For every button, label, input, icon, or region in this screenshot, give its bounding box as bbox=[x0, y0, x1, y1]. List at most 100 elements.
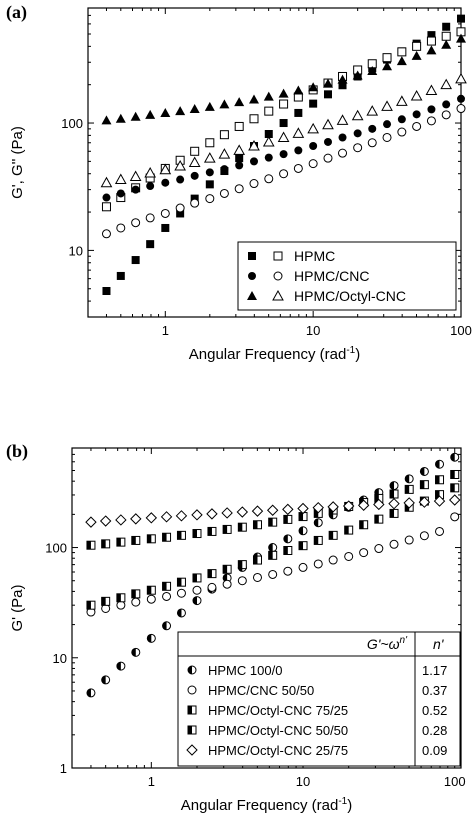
a-series2-point bbox=[205, 168, 214, 177]
b-series3-point bbox=[222, 564, 232, 574]
a-series2-point bbox=[102, 193, 111, 202]
a-series2-point bbox=[397, 115, 406, 124]
a-series5-point bbox=[366, 105, 379, 116]
a-series4-point bbox=[382, 61, 393, 71]
a-series1-point bbox=[234, 121, 244, 131]
b-y-tick-label: 10 bbox=[53, 651, 67, 666]
b-series3-point bbox=[298, 541, 308, 551]
b-series4-point bbox=[433, 495, 446, 507]
a-series3-point bbox=[441, 110, 451, 120]
a-series2-point bbox=[131, 185, 140, 194]
b-series4-point bbox=[160, 511, 173, 523]
a-series3-point bbox=[264, 174, 274, 184]
b-series0-point bbox=[86, 688, 96, 698]
b-series4-point bbox=[327, 501, 339, 513]
a-series0-point bbox=[279, 119, 288, 128]
b-series2-point bbox=[176, 530, 186, 540]
b-series1-point bbox=[116, 600, 126, 610]
b-series3-point bbox=[101, 596, 111, 606]
a-series3-point bbox=[101, 229, 111, 239]
a-series2-point bbox=[309, 142, 318, 151]
b-series1-point bbox=[374, 544, 384, 554]
b-series4-point bbox=[115, 514, 127, 526]
a-series3-point bbox=[308, 159, 318, 169]
a-series0-point bbox=[294, 108, 303, 117]
b-y-tick-label: 100 bbox=[45, 541, 67, 556]
b-legend-marker bbox=[187, 665, 197, 675]
a-series1-point bbox=[205, 138, 215, 148]
a-series5-point bbox=[203, 152, 216, 163]
b-series0-point bbox=[131, 647, 141, 657]
b-legend-label: HPMC/Octyl-CNC 75/25 bbox=[208, 703, 348, 718]
b-series0-point bbox=[313, 518, 323, 528]
a-series5-point bbox=[322, 118, 334, 130]
a-series3-point bbox=[367, 138, 377, 148]
b-series2-point bbox=[222, 524, 232, 534]
b-series1-point bbox=[283, 566, 293, 576]
a-series2-point bbox=[279, 150, 288, 159]
b-series0-point bbox=[268, 543, 278, 553]
a-series5-point bbox=[114, 173, 127, 185]
a-series2-point bbox=[353, 129, 362, 138]
b-series1-point bbox=[237, 576, 247, 586]
b-series3-point bbox=[207, 569, 217, 579]
b-series0-point bbox=[404, 474, 414, 484]
b-series3-point bbox=[192, 573, 202, 583]
a-series3-point bbox=[293, 163, 303, 173]
a-series5-point bbox=[188, 156, 201, 167]
b-series4-point bbox=[342, 500, 355, 512]
a-series0-point bbox=[323, 90, 332, 99]
b-series3-point bbox=[328, 530, 338, 540]
a-legend-marker-filled bbox=[247, 291, 257, 300]
a-series4-point bbox=[337, 74, 348, 84]
a-series4-point bbox=[322, 78, 333, 88]
b-series0-point bbox=[162, 621, 172, 631]
a-series4-point bbox=[204, 101, 215, 111]
a-series4-point bbox=[367, 66, 378, 76]
b-series2-point bbox=[268, 517, 278, 527]
b-series3-point bbox=[252, 555, 262, 565]
b-legend-label: HPMC 100/0 bbox=[208, 663, 282, 678]
a-series3-point bbox=[382, 132, 392, 142]
b-series4-point bbox=[236, 506, 249, 518]
a-series3-point bbox=[323, 153, 333, 163]
a-legend-marker-open bbox=[273, 271, 283, 281]
b-legend-n-value: 0.37 bbox=[422, 683, 447, 698]
a-series0-point bbox=[235, 154, 244, 163]
a-series0-point bbox=[427, 31, 436, 40]
b-series0-point bbox=[192, 596, 202, 606]
b-legend-n-value: 0.28 bbox=[422, 723, 447, 738]
a-series3-point bbox=[190, 198, 200, 208]
b-legend-n-value: 0.52 bbox=[422, 703, 447, 718]
b-plot-frame bbox=[71, 447, 462, 769]
b-series2-point bbox=[237, 522, 247, 532]
b-series1-point bbox=[222, 579, 232, 589]
a-series2-point bbox=[249, 157, 258, 166]
a-series5-point bbox=[440, 78, 453, 90]
a-series2-point bbox=[116, 189, 125, 198]
a-series3-point bbox=[397, 127, 407, 137]
b-legend-label: HPMC/CNC 50/50 bbox=[208, 683, 314, 698]
b-series2-point bbox=[207, 526, 217, 536]
a-series1-point bbox=[249, 114, 259, 124]
a-x-tick-label: 10 bbox=[306, 323, 320, 338]
b-series3-point bbox=[283, 546, 293, 556]
a-series2-point bbox=[176, 175, 185, 184]
b-series2-point bbox=[450, 469, 460, 479]
b-series4-point bbox=[130, 513, 142, 525]
b-x-tick-label: 10 bbox=[296, 774, 310, 789]
b-series2-point bbox=[131, 535, 141, 545]
a-series2-point bbox=[161, 178, 170, 187]
a-series5-point bbox=[174, 159, 186, 171]
a-series3-point bbox=[279, 169, 289, 179]
a-series5-point bbox=[144, 166, 157, 178]
a-series4-point bbox=[396, 56, 407, 66]
a-series3-point bbox=[175, 203, 185, 213]
b-series3-point bbox=[450, 483, 460, 493]
a-series4-point bbox=[293, 85, 304, 95]
a-legend-label: HPMC/CNC bbox=[294, 268, 369, 284]
a-series5-point bbox=[336, 114, 349, 125]
a-series3-point bbox=[426, 116, 436, 126]
a-series5-point bbox=[381, 100, 393, 111]
b-series2-point bbox=[404, 484, 414, 494]
